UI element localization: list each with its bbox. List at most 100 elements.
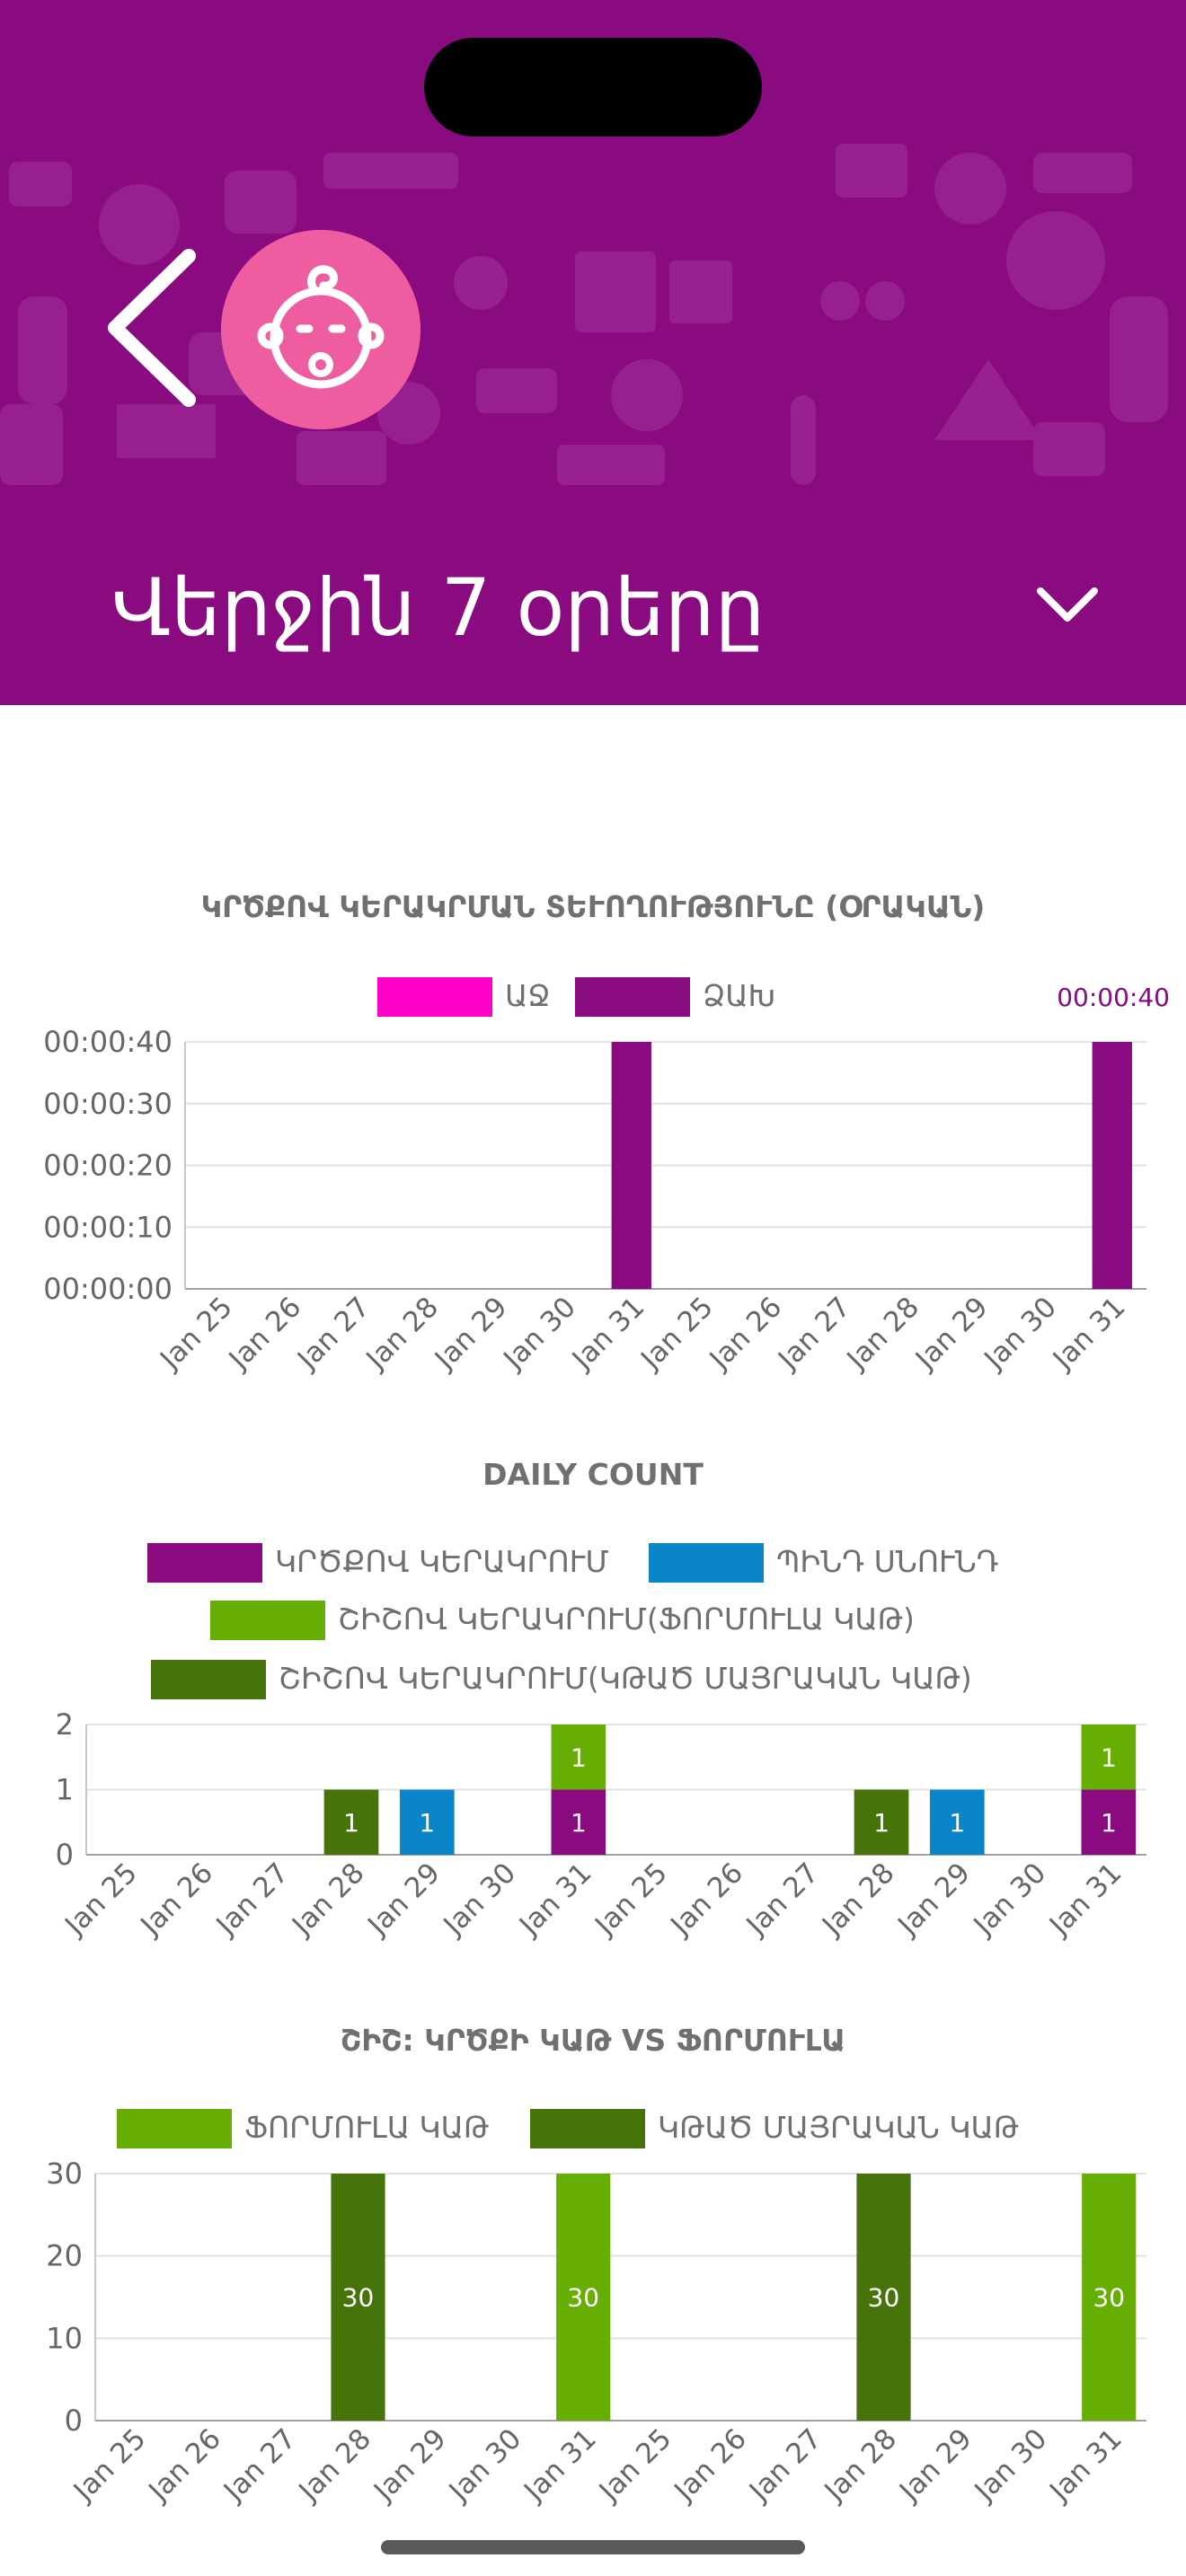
x-tick-label: Jan 25 — [592, 2422, 678, 2509]
back-chevron-icon[interactable] — [99, 243, 207, 413]
x-tick-label: Jan 29 — [892, 2422, 978, 2509]
legend-swatch[interactable] — [147, 1543, 262, 1583]
legend-swatch[interactable] — [530, 2109, 645, 2148]
x-tick-label: Jan 27 — [217, 2422, 303, 2509]
x-tick-label: Jan 29 — [428, 1291, 514, 1377]
x-tick-label: Jan 28 — [818, 2422, 904, 2509]
x-tick-label: Jan 30 — [496, 1291, 582, 1377]
x-tick-label: Jan 29 — [890, 1857, 977, 1943]
legend-swatch[interactable] — [117, 2109, 232, 2148]
bar-value-label: 1 — [571, 1742, 587, 1772]
legend-swatch[interactable] — [151, 1660, 266, 1699]
bar-rect[interactable] — [856, 2174, 911, 2421]
chart-title: DAILY COUNT — [482, 1457, 704, 1492]
x-tick-label: Jan 31 — [512, 1857, 598, 1943]
y-tick-label: 2 — [56, 1707, 74, 1742]
bar-rect[interactable] — [854, 1789, 909, 1856]
bar-rect[interactable] — [1092, 1042, 1132, 1289]
bar-rect[interactable] — [399, 1789, 455, 1856]
bar-rect[interactable] — [331, 2174, 385, 2421]
bar[interactable]: 1 — [323, 1789, 379, 1856]
x-tick-label: Jan 31 — [1042, 2422, 1128, 2509]
y-tick-label: 20 — [46, 2239, 83, 2273]
date-range-label: Վերջին 7 օրերը — [111, 561, 766, 654]
legend-swatch[interactable] — [649, 1543, 764, 1583]
x-tick-label: Jan 29 — [367, 2422, 453, 2509]
bar-rect[interactable] — [1081, 1725, 1137, 1790]
bar-rect[interactable] — [1082, 2174, 1137, 2421]
x-tick-label: Jan 26 — [667, 2422, 753, 2509]
y-tick-label: 30 — [46, 2157, 83, 2191]
bar-rect[interactable] — [929, 1789, 985, 1856]
duration-chart: ԱՋ ՁԱԽ 00:00:00 00:00:10 00:00:20 00:00:30 00:… — [43, 977, 1170, 1377]
bar-rect[interactable] — [1081, 1789, 1137, 1856]
legend-swatch[interactable] — [575, 977, 690, 1017]
bar-value-label: 1 — [571, 1808, 587, 1838]
x-tick-label: Jan 31 — [1042, 1857, 1128, 1943]
home-indicator[interactable] — [381, 2540, 805, 2554]
baby-face-icon — [221, 230, 420, 429]
bar[interactable]: 30 — [856, 2174, 911, 2421]
x-tick-label: Jan 27 — [771, 1291, 857, 1377]
bar[interactable]: 30 — [1082, 2174, 1137, 2421]
x-tick-label: Jan 30 — [967, 1857, 1053, 1943]
y-tick-label: 00:00:20 — [43, 1149, 173, 1183]
x-tick-label: Jan 28 — [292, 2422, 378, 2509]
x-tick-label: Jan 25 — [588, 1857, 674, 1943]
baby-pattern-background — [0, 144, 1168, 485]
bar-value-label: 1 — [419, 1808, 435, 1838]
legend-label: ՊԻՆԴ ՍՆՈՒՆԴ — [776, 1544, 999, 1579]
bar[interactable]: 1 — [551, 1789, 606, 1856]
bar-value-label: 30 — [1093, 2283, 1125, 2313]
y-tick-label: 00:00:10 — [43, 1210, 173, 1244]
y-tick-label: 0 — [65, 2404, 83, 2438]
legend-label: ՖՈՐՄՈՒԼԱ ԿԱԹ — [244, 2110, 489, 2145]
x-tick-label: Jan 31 — [565, 1291, 651, 1377]
legend-label: ՁԱԽ — [703, 978, 775, 1013]
bar-rect[interactable] — [556, 2174, 611, 2421]
legend-label: ՇԻՇՈՎ ԿԵՐԱԿՐՈՒՄ(ՖՈՐՄՈՒԼԱ ԿԱԹ) — [338, 1601, 915, 1636]
bar[interactable]: 30 — [331, 2174, 385, 2421]
bar[interactable]: 1 — [1081, 1725, 1137, 1790]
bar-value-label: 1 — [949, 1808, 965, 1838]
daily-count-chart: ԿՐԾՔՈՎ ԿԵՐԱԿՐՈՒՄ ՊԻՆԴ ՍՆՈՒՆԴ ՇԻՇՈՎ ԿԵՐԱԿՐՈ… — [56, 1543, 1146, 1943]
bar-rect[interactable] — [551, 1789, 606, 1856]
x-tick-label: Jan 30 — [968, 2422, 1054, 2509]
y-tick-label: 00:00:40 — [43, 1025, 173, 1059]
legend-swatch[interactable] — [210, 1601, 325, 1640]
chevron-down-icon[interactable] — [1033, 582, 1102, 627]
chart-title: ՇԻՇ: ԿՐԾՔԻ ԿԱԹ VS ՖՈՐՄՈՒԼԱ — [340, 2023, 846, 2058]
x-tick-label: Jan 26 — [703, 1291, 789, 1377]
x-tick-label: Jan 26 — [141, 2422, 227, 2509]
bar[interactable]: 1 — [551, 1725, 606, 1790]
bar[interactable] — [611, 1042, 651, 1289]
y-tick-label: 00:00:00 — [43, 1272, 173, 1306]
legend-label: ՇԻՇՈՎ ԿԵՐԱԿՐՈՒՄ(ԿԹԱԾ ՄԱՅՐԱԿԱՆ ԿԱԹ) — [279, 1661, 972, 1696]
x-tick-label: Jan 31 — [1046, 1291, 1132, 1377]
bar[interactable]: 1 — [854, 1789, 909, 1856]
x-tick-label: Jan 28 — [815, 1857, 901, 1943]
x-tick-label: Jan 30 — [437, 1857, 523, 1943]
bar[interactable]: 1 — [399, 1789, 455, 1856]
x-tick-label: Jan 27 — [290, 1291, 376, 1377]
legend-swatch[interactable] — [377, 977, 492, 1017]
x-tick-label: Jan 28 — [359, 1291, 446, 1377]
x-tick-label: Jan 30 — [977, 1291, 1063, 1377]
legend-label: ԿՐԾՔՈՎ ԿԵՐԱԿՐՈՒՄ — [275, 1544, 609, 1579]
bar[interactable]: 1 — [1081, 1789, 1137, 1856]
bar-rect[interactable] — [611, 1042, 651, 1289]
x-tick-label: Jan 31 — [517, 2422, 603, 2509]
bar-value-label: 1 — [1101, 1808, 1117, 1838]
bar-rect[interactable] — [551, 1725, 606, 1790]
x-tick-label: Jan 26 — [222, 1291, 308, 1377]
x-tick-label: Jan 26 — [134, 1857, 220, 1943]
bar[interactable]: 30 — [556, 2174, 611, 2421]
y-tick-label: 0 — [56, 1838, 74, 1872]
bar-value-label: 1 — [343, 1808, 359, 1838]
x-tick-label: Jan 29 — [908, 1291, 995, 1377]
x-tick-label: Jan 27 — [739, 1857, 826, 1943]
bar[interactable]: 1 — [929, 1789, 985, 1856]
x-tick-label: Jan 30 — [442, 2422, 528, 2509]
bar-rect[interactable] — [323, 1789, 379, 1856]
bar[interactable] — [1092, 1042, 1132, 1289]
